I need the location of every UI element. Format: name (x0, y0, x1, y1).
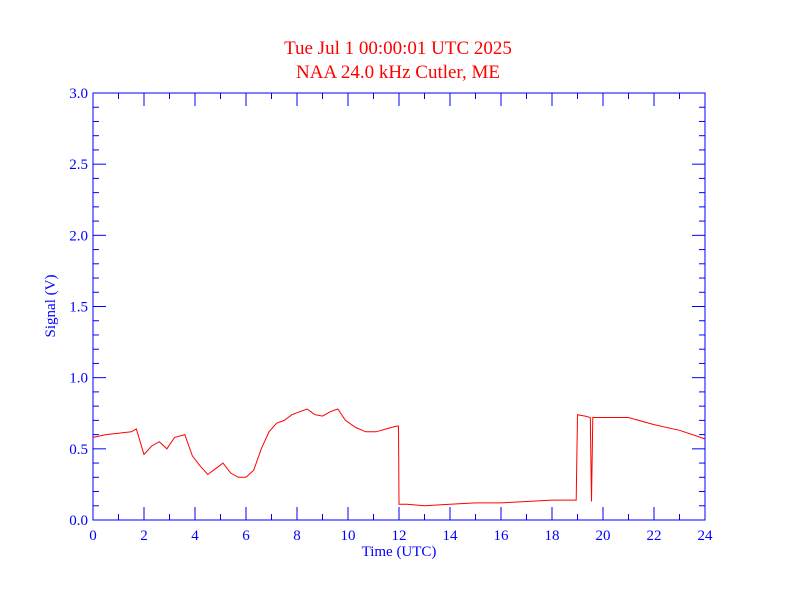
x-axis-tick-labels: 0 2 4 6 8 10 12 14 16 18 20 22 24 (89, 528, 713, 544)
y-tick-label: 1.0 (69, 371, 88, 387)
x-tick-label: 10 (341, 528, 356, 544)
y-tick-label: 1.5 (69, 300, 88, 316)
x-axis-ticks (92, 93, 706, 520)
chart-subtitle: NAA 24.0 kHz Cutler, ME (296, 62, 500, 83)
y-tick-label: 2.5 (69, 157, 88, 173)
x-tick-label: 20 (596, 528, 611, 544)
x-tick-label: 4 (191, 528, 199, 544)
y-tick-label: 2.0 (69, 228, 88, 244)
y-tick-label: 0.0 (69, 513, 88, 529)
signal-series-line (92, 408, 706, 507)
x-tick-label: 24 (698, 528, 714, 544)
x-tick-label: 0 (89, 528, 97, 544)
y-axis-label: Signal (V) (43, 275, 59, 338)
y-tick-label: 0.5 (69, 442, 88, 458)
x-tick-label: 8 (293, 528, 301, 544)
x-tick-label: 2 (140, 528, 148, 544)
x-tick-label: 12 (392, 528, 407, 544)
x-tick-label: 18 (545, 528, 560, 544)
x-axis-label: Time (UTC) (362, 544, 437, 560)
x-tick-label: 22 (647, 528, 662, 544)
x-tick-label: 6 (242, 528, 250, 544)
y-axis-ticks (93, 92, 705, 521)
x-tick-label: 16 (494, 528, 510, 544)
x-tick-label: 14 (443, 528, 459, 544)
y-axis-tick-labels: 0.0 0.5 1.0 1.5 2.0 2.5 3.0 (69, 86, 88, 529)
y-tick-label: 3.0 (69, 86, 88, 102)
chart-title: Tue Jul 1 00:00:01 UTC 2025 (284, 38, 512, 59)
